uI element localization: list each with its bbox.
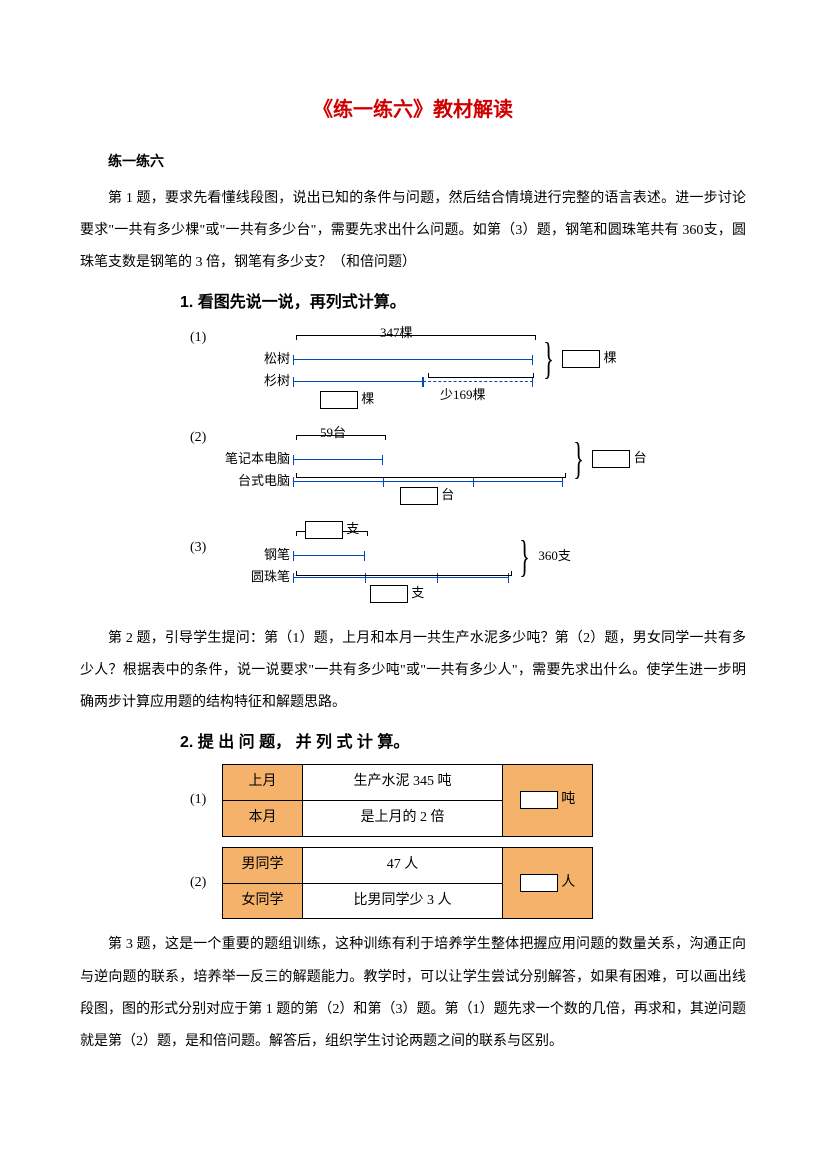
brace-icon: }: [543, 337, 554, 381]
page-title: 《练一练六》教材解读: [80, 88, 746, 132]
row-label: 台式电脑: [220, 467, 290, 496]
answer-box: [320, 391, 358, 409]
unit: 支: [411, 585, 424, 600]
table-cell: 47 人: [303, 847, 503, 883]
answer-box: [370, 585, 408, 603]
answer-box: [562, 350, 600, 368]
unit: 棵: [604, 350, 617, 365]
answer-box: [305, 521, 343, 539]
table-1: 上月生产水泥 345 吨 吨 本月是上月的 2 倍: [222, 764, 593, 837]
brace-icon: }: [519, 535, 530, 579]
unit: 台: [441, 487, 454, 502]
paragraph-2: 第 2 题，引导学生提问：第（1）题，上月和本月一共生产水泥多少吨？第（2）题，…: [80, 623, 746, 720]
table-cell: 是上月的 2 倍: [303, 801, 503, 837]
table-cell: 女同学: [223, 883, 303, 919]
unit: 支: [346, 521, 359, 536]
unit: 吨: [561, 792, 575, 807]
answer-box: [520, 874, 558, 892]
row-label: 圆珠笔: [220, 563, 290, 592]
table-2: 男同学47 人 人 女同学比男同学少 3 人: [222, 847, 593, 920]
diff-label: 少169棵: [440, 381, 486, 410]
paragraph-1: 第 1 题，要求先看懂线段图，说出已知的条件与问题，然后结合情境进行完整的语言表…: [80, 183, 746, 280]
top-value: 347棵: [380, 319, 413, 348]
answer-box: [520, 791, 558, 809]
table-cell: 男同学: [223, 847, 303, 883]
subfig-num: (1): [190, 323, 206, 354]
answer-box: [400, 487, 438, 505]
section-subtitle: 练一练六: [80, 148, 746, 179]
table-cell: 比男同学少 3 人: [303, 883, 503, 919]
table-cell: 本月: [223, 801, 303, 837]
subfig-num: (2): [190, 423, 206, 454]
subfig-num: (3): [190, 533, 206, 564]
total-label: 360支: [538, 548, 571, 563]
unit: 人: [561, 875, 575, 890]
answer-box: [592, 450, 630, 468]
unit: 棵: [361, 391, 374, 406]
subfig-num: (1): [190, 785, 222, 816]
figure2-heading: 2. 提 出 问 题， 并 列 式 计 算。: [180, 725, 746, 760]
table-cell: 生产水泥 345 吨: [303, 765, 503, 801]
top-value: 59台: [320, 419, 346, 448]
subfig-num: (2): [190, 868, 222, 899]
unit: 台: [634, 450, 647, 465]
brace-icon: }: [573, 437, 584, 481]
paragraph-3: 第 3 题，这是一个重要的题组训练，这种训练有利于培养学生整体把握应用问题的数量…: [80, 929, 746, 1058]
figure-2: (1) 上月生产水泥 345 吨 吨 本月是上月的 2 倍 (2) 男同学47 …: [190, 764, 746, 919]
figure1-heading: 1. 看图先说一说，再列式计算。: [180, 285, 746, 320]
figure-1: (1) 347棵 松树 杉树 } 棵 棵 少169棵 (2): [220, 323, 660, 615]
table-cell: 上月: [223, 765, 303, 801]
row-label: 杉树: [220, 367, 290, 396]
